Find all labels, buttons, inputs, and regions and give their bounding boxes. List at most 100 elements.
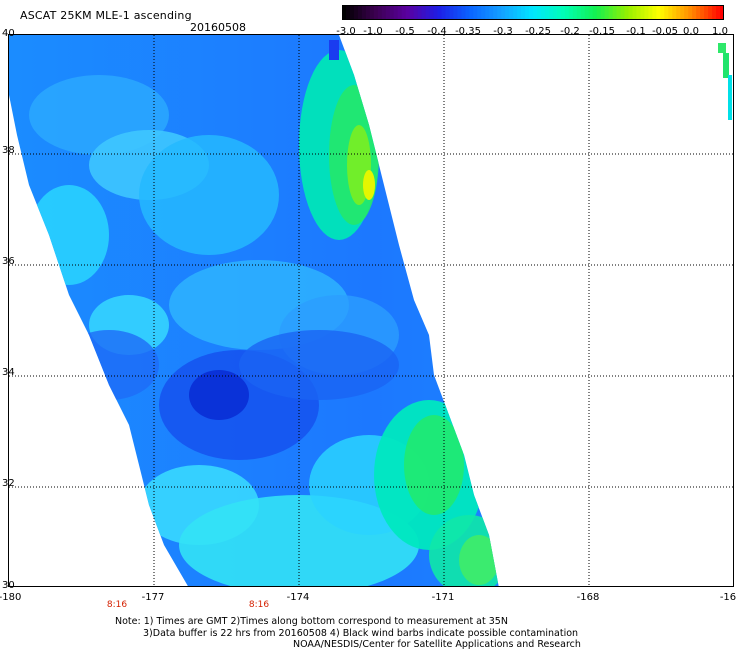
colorbar-cell	[692, 5, 697, 20]
colorbar-cell	[421, 5, 427, 20]
colorbar-cell	[676, 5, 681, 20]
colorbar-tick: -0.35	[455, 26, 481, 37]
lon-label: -177	[141, 592, 165, 603]
colorbar-cell	[441, 5, 447, 20]
colorbar-cell	[377, 5, 383, 20]
colorbar-cell	[345, 5, 351, 20]
colorbar-cell	[608, 5, 614, 20]
colorbar-cell	[648, 5, 653, 20]
lat-label: 34	[2, 367, 15, 378]
colorbar-cell	[409, 5, 415, 20]
time-label: 8:16	[248, 600, 270, 610]
time-label: 8:16	[106, 600, 128, 610]
colorbar-cell	[552, 5, 558, 20]
grid	[9, 35, 733, 586]
colorbar-tick: -0.2	[560, 26, 580, 37]
colorbar-cell	[596, 5, 602, 20]
colorbar-cell	[720, 5, 724, 20]
colorbar-cell	[688, 5, 693, 20]
colorbar-cell	[449, 5, 455, 20]
colorbar-cell	[357, 5, 363, 20]
colorbar-cell	[525, 5, 530, 20]
colorbar-cell	[353, 5, 359, 20]
colorbar-cell	[536, 5, 542, 20]
colorbar-cell	[465, 5, 470, 20]
colorbar-cell	[672, 5, 677, 20]
colorbar-cell	[632, 5, 638, 20]
colorbar-cell	[576, 5, 582, 20]
colorbar-cell	[540, 5, 546, 20]
colorbar-cell	[572, 5, 578, 20]
colorbar-tick: 1.0	[712, 26, 728, 37]
colorbar-cell	[521, 5, 526, 20]
colorbar-cell	[533, 5, 538, 20]
lat-label: 36	[2, 256, 15, 267]
lon-label: -171	[431, 592, 455, 603]
colorbar-cell	[453, 5, 458, 20]
colorbar-cell	[564, 5, 570, 20]
colorbar-cell	[548, 5, 554, 20]
lat-label: 30	[2, 580, 15, 591]
lon-label: -16	[719, 592, 737, 603]
note-line-1: Note: 1) Times are GMT 2)Times along bot…	[115, 616, 508, 627]
colorbar-cell	[381, 5, 387, 20]
colorbar-cell	[349, 5, 355, 20]
lat-label: 38	[2, 145, 15, 156]
colorbar-cell	[361, 5, 367, 20]
colorbar-cell	[513, 5, 518, 20]
colorbar-cell	[700, 5, 705, 20]
colorbar-cell	[393, 5, 399, 20]
note-line-3: NOAA/NESDIS/Center for Satellite Applica…	[293, 639, 581, 650]
colorbar-cell	[373, 5, 379, 20]
colorbar-cell	[584, 5, 590, 20]
swath-data	[9, 35, 499, 586]
colorbar-cell	[636, 5, 642, 20]
note-line-2: 3)Data buffer is 22 hrs from 20160508 4)…	[143, 628, 579, 639]
colorbar-cell	[417, 5, 423, 20]
colorbar-cell	[616, 5, 622, 20]
colorbar-cell	[716, 5, 721, 20]
lat-label: 32	[2, 478, 15, 489]
colorbar-cell	[481, 5, 486, 20]
colorbar-cell	[644, 5, 649, 20]
colorbar-cell	[556, 5, 562, 20]
colorbar-tick: -0.15	[589, 26, 615, 37]
colorbar-cell	[660, 5, 665, 20]
colorbar-cell	[509, 5, 514, 20]
swath-map	[9, 35, 733, 586]
map-title: ASCAT 25KM MLE-1 ascending	[20, 9, 192, 22]
colorbar-tick: 0.0	[683, 26, 699, 37]
edge-patch	[728, 75, 732, 120]
lat-label: 40	[2, 28, 15, 39]
colorbar-cell	[401, 5, 407, 20]
colorbar-cell	[560, 5, 566, 20]
colorbar-cell	[684, 5, 689, 20]
colorbar-cell	[652, 5, 657, 20]
colorbar-cell	[457, 5, 462, 20]
colorbar-cell	[664, 5, 669, 20]
lon-label: -168	[576, 592, 600, 603]
colorbar-cell	[342, 5, 347, 20]
colorbar-cell	[704, 5, 709, 20]
colorbar-cell	[580, 5, 586, 20]
colorbar-cell	[369, 5, 375, 20]
colorbar-cell	[365, 5, 371, 20]
colorbar-cell	[405, 5, 411, 20]
colorbar-cell	[397, 5, 403, 20]
colorbar-cell	[544, 5, 550, 20]
colorbar-cell	[708, 5, 713, 20]
colorbar-tick: -0.3	[493, 26, 513, 37]
colorbar-cell	[437, 5, 443, 20]
colorbar-cell	[668, 5, 673, 20]
colorbar-cell	[505, 5, 510, 20]
colorbar-tick: -0.1	[626, 26, 646, 37]
map-plot-area[interactable]	[8, 34, 734, 587]
colorbar-cell	[588, 5, 594, 20]
colorbar-cell	[600, 5, 606, 20]
colorbar-cell	[385, 5, 391, 20]
colorbar-cell	[517, 5, 522, 20]
colorbar-cell	[640, 5, 646, 20]
colorbar-cell	[477, 5, 482, 20]
colorbar-cell	[501, 5, 506, 20]
colorbar-cell	[680, 5, 685, 20]
